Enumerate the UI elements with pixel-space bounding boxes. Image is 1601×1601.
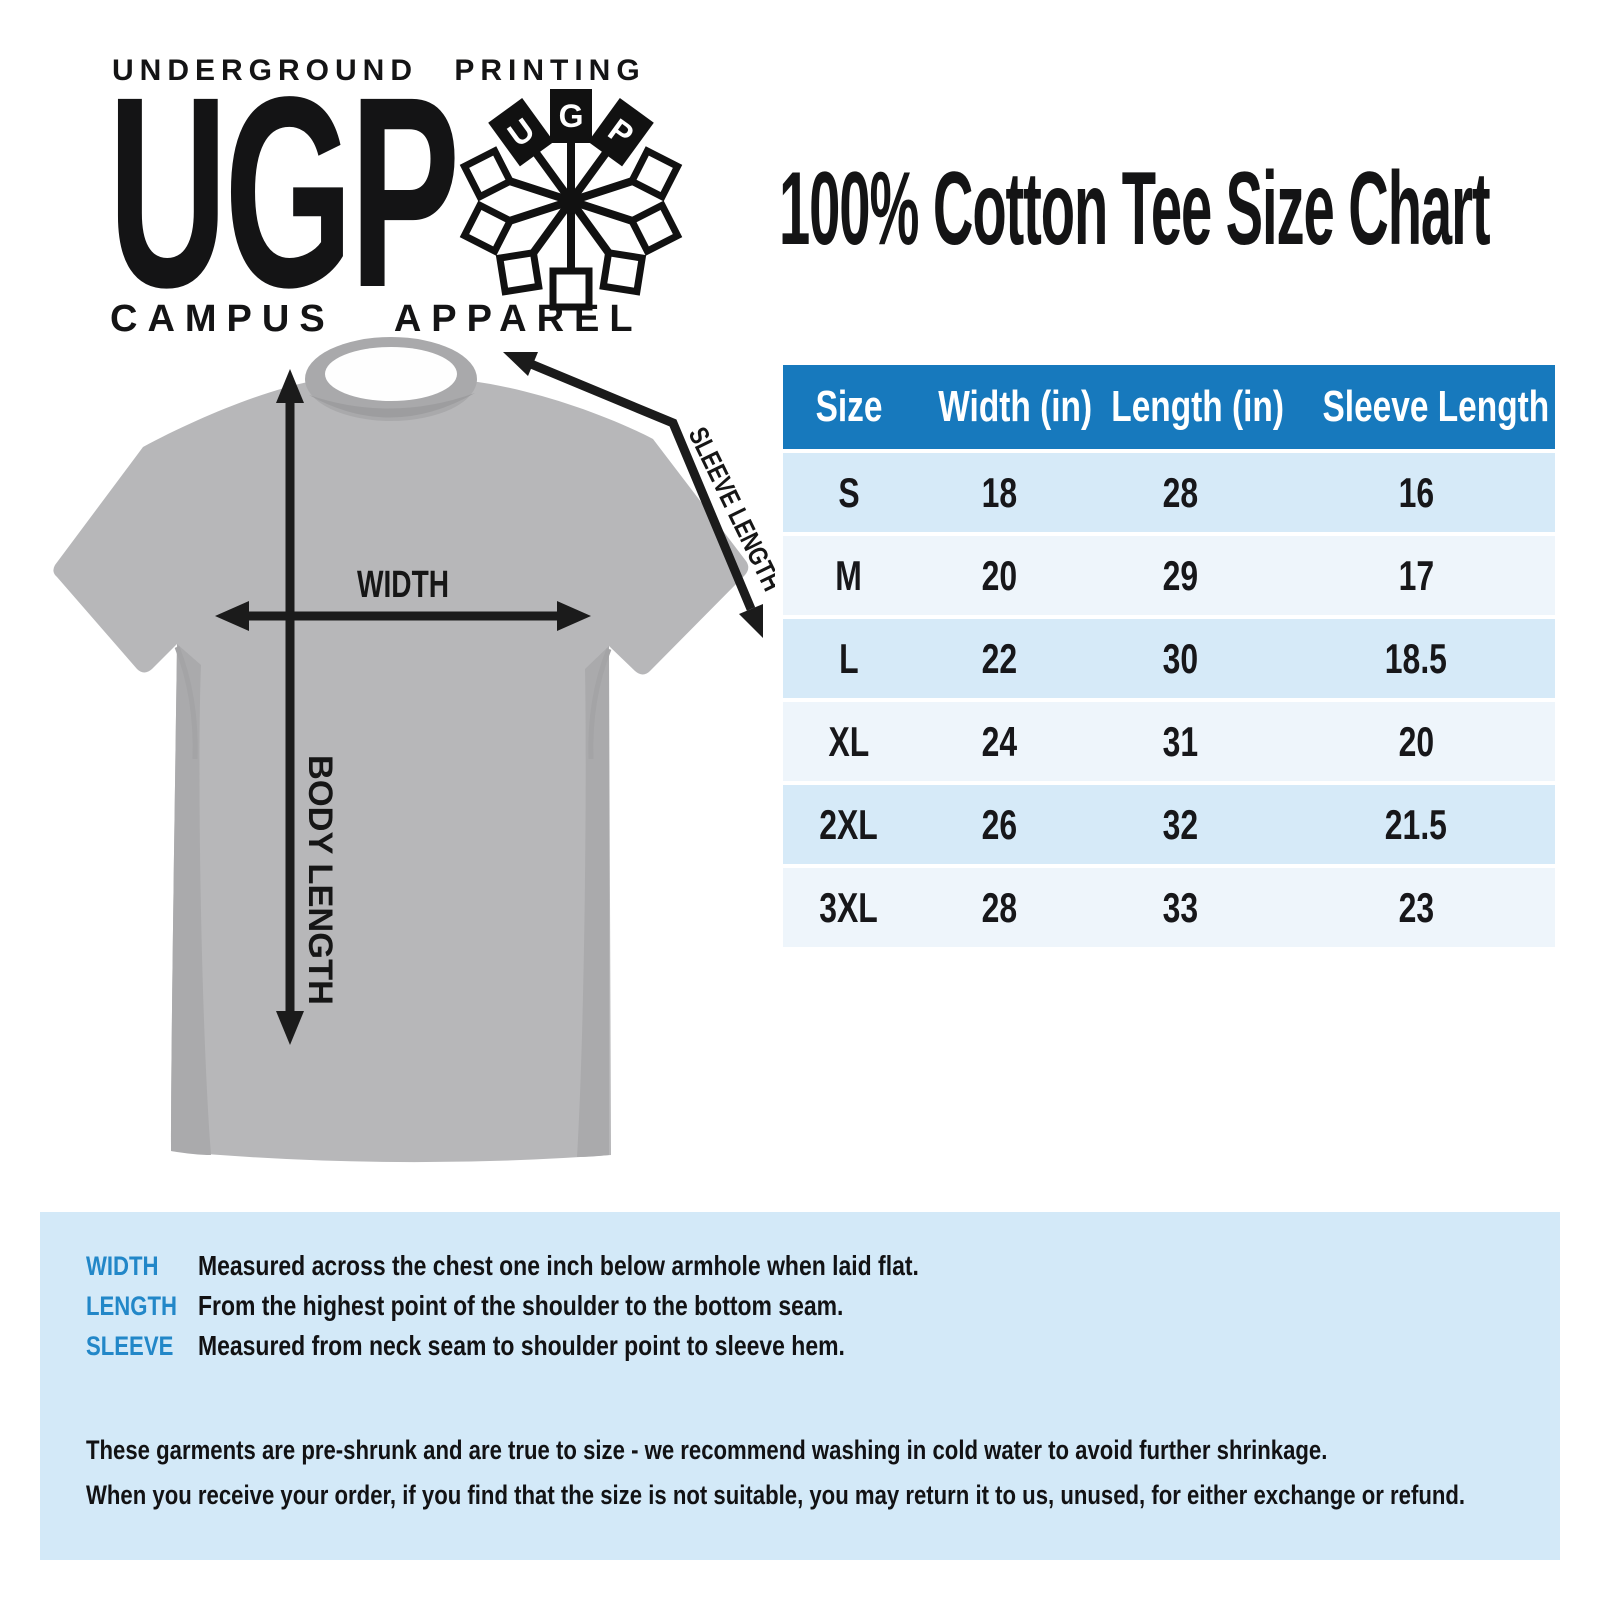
pinwheel-logo-icon: U G P: [459, 89, 683, 311]
table-row-xl: XL 24 31 20: [783, 702, 1555, 781]
definition-term: WIDTH: [86, 1250, 159, 1281]
page-title: 100% Cotton Tee Size Chart: [779, 151, 1491, 267]
tshirt-right-shade: [577, 646, 609, 1157]
header-width: Width (in): [938, 382, 1093, 431]
tshirt-right-crease: [588, 648, 612, 760]
size-value: L: [838, 634, 859, 682]
pinwheel-hub: [558, 188, 584, 214]
sleeve-value: 23: [1398, 883, 1434, 931]
size-value: S: [837, 468, 860, 516]
sleeve-value: 20: [1398, 717, 1434, 765]
length-value: 30: [1162, 634, 1199, 682]
sleeve-length-arrow: [503, 352, 763, 638]
definition-text: From the highest point of the shoulder t…: [198, 1290, 844, 1321]
size-value: 3XL: [819, 883, 878, 931]
header-size: Size: [815, 382, 883, 431]
definitions-list: WIDTH Measured across the chest one inch…: [86, 1246, 1077, 1366]
note-line-2: When you receive your order, if you find…: [86, 1480, 1466, 1510]
width-value: 22: [981, 634, 1017, 682]
sleeve-value: 21.5: [1384, 800, 1448, 848]
sleeve-value: 17: [1398, 551, 1434, 599]
note-line-1: These garments are pre-shrunk and are tr…: [86, 1435, 1328, 1465]
definition-sleeve: SLEEVE Measured from neck seam to should…: [86, 1326, 1077, 1366]
table-row-2xl: 2XL 26 32 21.5: [783, 785, 1555, 864]
tshirt-collar-shadow: [309, 393, 475, 418]
width-value: 24: [981, 717, 1017, 765]
width-value: 28: [981, 883, 1017, 931]
table-row-s: S 18 28 16: [783, 453, 1555, 532]
body-length-label: BODY LENGTH: [301, 755, 339, 1005]
definition-term: LENGTH: [86, 1290, 178, 1321]
length-value: 32: [1162, 800, 1199, 848]
body-length-arrow: [276, 369, 304, 1045]
size-table: Size Width (in) Length (in) Sleeve Lengt…: [783, 365, 1601, 947]
size-value: 2XL: [819, 800, 878, 848]
size-value: M: [835, 551, 862, 599]
definition-term: SLEEVE: [86, 1330, 174, 1361]
length-value: 29: [1162, 551, 1199, 599]
table-row-3xl: 3XL 28 33 23: [783, 868, 1555, 947]
tshirt-body: [53, 364, 749, 1163]
tshirt-left-shade: [171, 644, 211, 1155]
logo-bottom-text: CAMPUS APPAREL: [110, 298, 643, 340]
length-value: 28: [1162, 468, 1199, 516]
pinwheel-flag-g: G: [550, 89, 592, 143]
header-sleeve-length: Sleeve Length (in): [1322, 382, 1601, 431]
definition-text: Measured across the chest one inch below…: [198, 1250, 919, 1281]
sleeve-value: 18.5: [1384, 634, 1448, 682]
definition-width: WIDTH Measured across the chest one inch…: [86, 1246, 1077, 1286]
ugp-logo: UNDERGROUND PRINTING UGP CAMPUS APPAREL …: [108, 52, 698, 352]
header-length: Length (in): [1111, 382, 1285, 431]
garment-note-paragraph: These garments are pre-shrunk and are tr…: [86, 1428, 1601, 1518]
size-value: XL: [828, 717, 870, 765]
length-value: 31: [1162, 717, 1199, 765]
measurement-notes-box: WIDTH Measured across the chest one inch…: [40, 1212, 1560, 1560]
logo-ugp-text: UGP: [108, 40, 460, 344]
tshirt-collar-opening: [325, 347, 457, 401]
logo-top-text: UNDERGROUND PRINTING: [112, 54, 646, 87]
size-table-header: Size Width (in) Length (in) Sleeve Lengt…: [783, 365, 1601, 449]
pinwheel-flag-u: U: [488, 98, 554, 167]
tshirt-left-crease: [174, 646, 198, 760]
length-value: 33: [1162, 883, 1199, 931]
tshirt-measurement-diagram: WIDTH BODY LENGTH SLEEVE LENGTH: [53, 337, 775, 1163]
table-row-l: L 22 30 18.5: [783, 619, 1555, 698]
definition-length: LENGTH From the highest point of the sho…: [86, 1286, 1077, 1326]
table-row-m: M 20 29 17: [783, 536, 1555, 615]
pinwheel-letter-g: G: [559, 98, 584, 134]
definition-text: Measured from neck seam to shoulder poin…: [198, 1330, 845, 1361]
width-label: WIDTH: [357, 564, 449, 606]
width-value: 20: [981, 551, 1017, 599]
pinwheel-flag-p: P: [588, 98, 654, 167]
width-value: 18: [981, 468, 1017, 516]
width-value: 26: [981, 800, 1017, 848]
width-arrow: [215, 601, 591, 631]
sleeve-value: 16: [1398, 468, 1434, 516]
